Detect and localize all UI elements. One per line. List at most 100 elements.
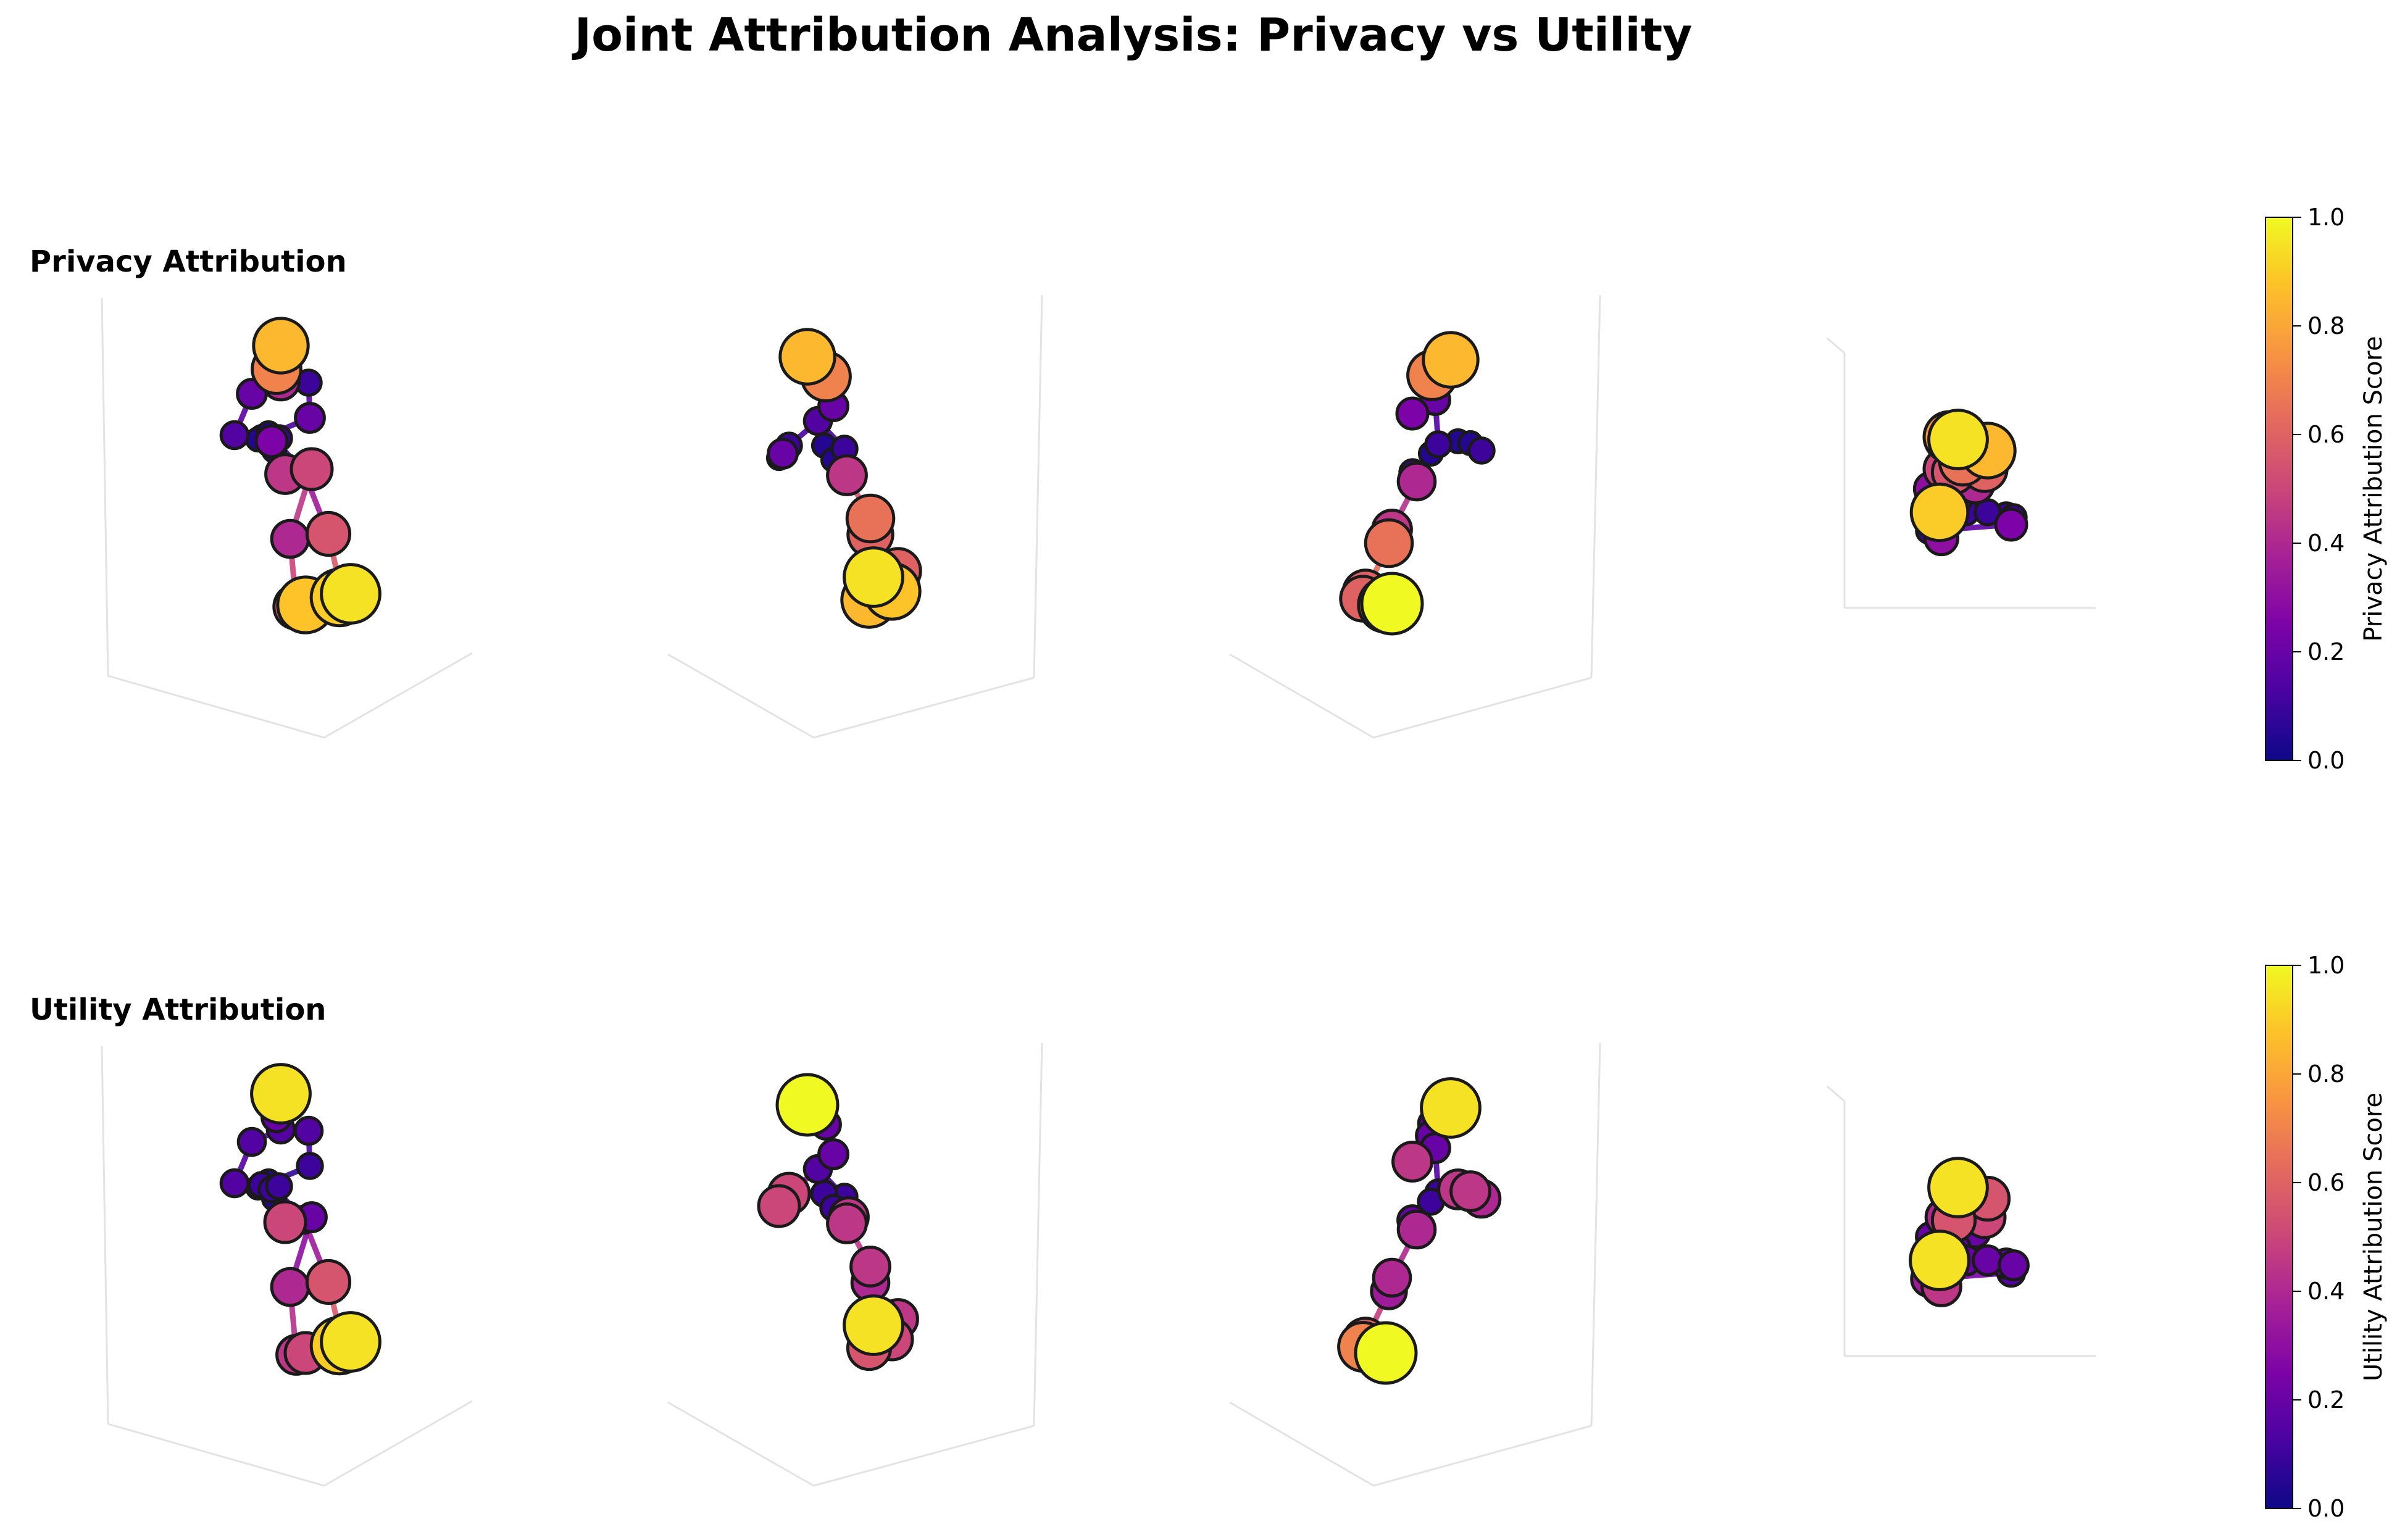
panel-axis-edge <box>667 1401 814 1487</box>
joint-point <box>1467 436 1496 465</box>
joint-point <box>778 328 836 386</box>
panel-utility-4 <box>1827 1085 2096 1357</box>
joint-point <box>849 1246 891 1288</box>
joint-point <box>1391 1141 1433 1183</box>
joint-point <box>1354 1321 1418 1385</box>
joint-point <box>1424 430 1453 459</box>
colorbar-tick-label: 1.0 <box>2307 952 2345 979</box>
joint-point <box>1927 409 1989 470</box>
panel-axis-edge <box>1033 1043 1043 1426</box>
panel-axis-edge <box>1373 676 1592 739</box>
joint-point <box>757 1184 801 1228</box>
panel-axis-edge <box>1229 1401 1374 1487</box>
colorbar-label: Privacy Attribution Score <box>2359 336 2388 641</box>
joint-point <box>252 317 310 375</box>
joint-point <box>294 402 326 434</box>
joint-point <box>1972 1244 2004 1276</box>
panel-axis-edge <box>1373 1425 1592 1487</box>
panel-axis-edge <box>107 675 325 739</box>
joint-point <box>1395 396 1430 431</box>
joint-point <box>1994 507 2028 542</box>
panel-axis-edge <box>323 652 473 739</box>
joint-point <box>1396 461 1437 502</box>
joint-point <box>775 1073 840 1137</box>
colorbar-privacy: 0.0 0.2 0.4 0.6 0.8 1.0 Privacy Attribution Sc… <box>2265 204 2388 774</box>
panel-axis-edge <box>107 1423 325 1487</box>
joint-point <box>270 518 311 559</box>
colorbar-gradient <box>2265 217 2293 761</box>
colorbar-tick-label: 0.8 <box>2307 312 2345 339</box>
joint-point <box>843 546 904 608</box>
joint-point <box>293 1115 324 1146</box>
joint-point <box>320 563 381 625</box>
joint-point <box>270 1267 311 1307</box>
row-title-privacy: Privacy Attribution <box>30 244 347 279</box>
joint-point <box>219 1168 250 1199</box>
joint-point <box>1422 331 1480 389</box>
colorbar-tick-label: 0.0 <box>2307 747 2345 774</box>
joint-point <box>826 1202 868 1244</box>
panel-privacy-4 <box>1827 337 2096 609</box>
panel-privacy-2 <box>667 294 1043 739</box>
colorbar-gradient <box>2265 965 2293 1509</box>
joint-point <box>767 438 799 470</box>
colorbar-tick-label: 0.8 <box>2307 1060 2345 1088</box>
panel-axis-edge <box>813 676 1035 739</box>
joint-point <box>1449 1170 1491 1212</box>
joint-point <box>296 1152 324 1180</box>
joint-point <box>845 493 896 544</box>
colorbar-label: Utility Attribution Score <box>2359 1093 2388 1381</box>
colorbar-tick-label: 0.6 <box>2307 1169 2345 1196</box>
colorbar-tick-label: 0.2 <box>2307 1386 2345 1413</box>
panel-utility-1 <box>101 1046 473 1487</box>
colorbar-tick-label: 0.6 <box>2307 421 2345 448</box>
panel-axis-edge <box>323 1400 473 1487</box>
panel-utility-3 <box>1229 1043 1601 1487</box>
joint-point <box>250 1063 312 1125</box>
joint-point <box>1998 1249 2030 1281</box>
joint-point <box>1909 1230 1970 1291</box>
joint-point <box>1927 1157 1989 1218</box>
colorbar-tick-label: 0.2 <box>2307 638 2345 665</box>
joint-point <box>1909 482 1970 543</box>
panel-axis-edge <box>1033 294 1043 678</box>
joint-point <box>1420 1077 1482 1139</box>
joint-point <box>305 510 352 557</box>
row-title-utility: Utility Attribution <box>30 993 326 1027</box>
joint-point <box>1396 1209 1437 1250</box>
colorbar-utility: 0.0 0.2 0.4 0.6 0.8 1.0 Utility Attribution Sc… <box>2265 952 2388 1522</box>
joint-point <box>263 1200 307 1244</box>
main-title: Joint Attribution Analysis: Privacy vs U… <box>572 9 1693 62</box>
panel-axis-edge <box>101 1046 109 1425</box>
panel-axis-edge <box>667 653 814 739</box>
joint-point <box>265 1172 293 1201</box>
joint-point <box>817 1138 849 1170</box>
joint-point <box>236 1126 267 1157</box>
panel-axis-edge <box>1827 337 1845 354</box>
joint-point <box>254 424 289 459</box>
joint-point <box>1360 572 1424 636</box>
colorbar-tick-label: 0.4 <box>2307 530 2345 557</box>
panel-axis-edge <box>813 1425 1035 1487</box>
panel-privacy-3 <box>1229 294 1601 739</box>
panel-axis-edge <box>1590 1043 1601 1426</box>
panel-axis-edge <box>1590 294 1601 678</box>
panel-axis-edge <box>1827 1085 1845 1102</box>
plot-area: 0.0 0.2 0.4 0.6 0.8 1.0 Privacy Attribution Sc… <box>101 204 2388 1522</box>
panel-utility-2 <box>667 1043 1043 1487</box>
colorbar-tick-label: 0.4 <box>2307 1278 2345 1305</box>
joint-point <box>843 1294 904 1356</box>
panel-axis-edge <box>101 298 109 676</box>
panel-privacy-1 <box>101 298 473 739</box>
colorbar-tick-label: 0.0 <box>2307 1495 2345 1522</box>
joint-point <box>1372 1257 1412 1298</box>
joint-point <box>826 454 868 496</box>
joint-point <box>305 1259 352 1305</box>
panel-axis-edge <box>1229 653 1374 739</box>
joint-point <box>219 420 250 451</box>
colorbar-tick-label: 1.0 <box>2307 204 2345 231</box>
joint-point <box>1364 518 1414 568</box>
joint-point <box>320 1311 381 1373</box>
joint-point <box>290 447 334 491</box>
